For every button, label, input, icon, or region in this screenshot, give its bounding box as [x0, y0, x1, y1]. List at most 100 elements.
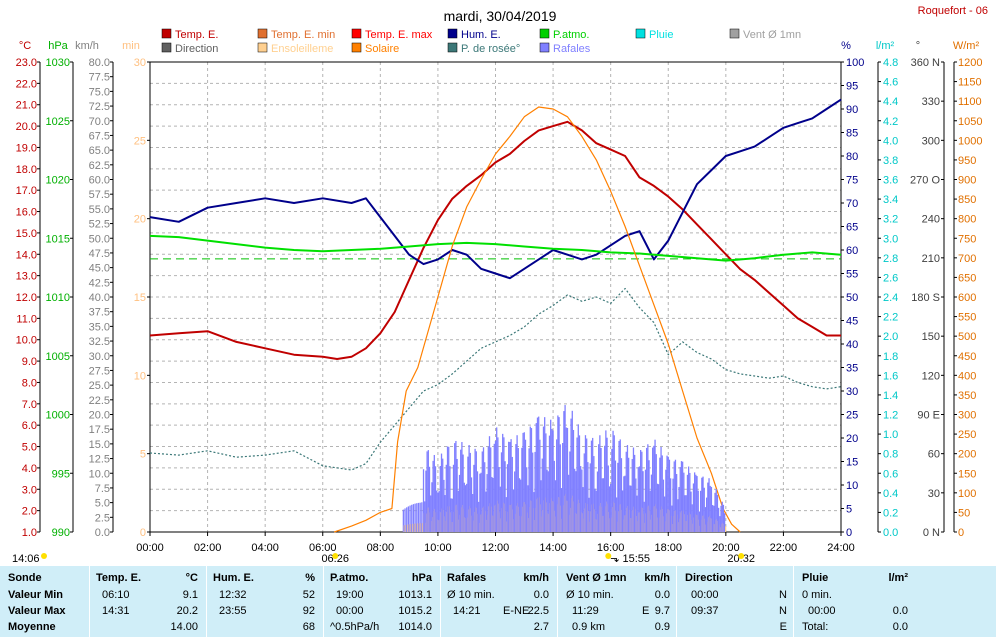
press-min-time: 19:00 — [336, 589, 364, 601]
series-temp-e — [149, 120, 841, 360]
press-max-time: 00:00 — [336, 605, 364, 617]
tick-label-press: 1010 — [46, 292, 70, 304]
tick-label-hum: 95 — [846, 81, 858, 93]
tick-label-hum: 40 — [846, 339, 858, 351]
temp-max-time: 14:31 — [102, 605, 130, 617]
tick-label-rain: 1.4 — [883, 390, 898, 402]
legend-label: Temp. E. — [175, 29, 218, 41]
series-p-atmo — [149, 234, 842, 262]
tick-label-minutes: 15 — [134, 292, 146, 304]
tick-label-wind: 52.5 — [89, 219, 110, 231]
tick-label-rain: 1.2 — [883, 410, 898, 422]
tick-label-press: 1030 — [46, 57, 70, 69]
tick-label-wind: 30.0 — [89, 351, 110, 363]
axis-unit-press: hPa — [48, 40, 68, 52]
tick-label-rain: 0.0 — [883, 527, 898, 539]
stats-table: Sonde Valeur Min Valeur Max Moyenne Temp… — [0, 566, 996, 637]
tick-label-solar: 450 — [958, 351, 976, 363]
tick-label-wind: 77.5 — [89, 72, 110, 84]
tick-label-wind: 75.0 — [89, 86, 110, 98]
temp-min-time: 06:10 — [102, 589, 130, 601]
tick-label-wind: 65.0 — [89, 145, 110, 157]
legend-swatch — [635, 28, 646, 39]
hdr-wind: Vent Ø 1mn — [566, 572, 627, 584]
x-tick-label: 20:00 — [712, 542, 740, 554]
wind-run: 0.9 km — [572, 621, 606, 633]
press-min: 1013.1 — [398, 589, 432, 601]
tick-label-wind: 22.5 — [89, 395, 110, 407]
tick-label-rain: 3.4 — [883, 194, 898, 206]
legend-label: Hum. E. — [461, 29, 501, 41]
tick-label-temp: 22.0 — [16, 78, 37, 90]
event-moonrise-marker — [41, 553, 47, 559]
hdr-hum-unit: % — [305, 572, 315, 584]
tick-label-rain: 3.0 — [883, 233, 898, 245]
tick-label-press: 995 — [52, 468, 70, 480]
tick-label-temp: 14.0 — [16, 249, 37, 261]
tick-label-wind: 62.5 — [89, 160, 110, 172]
tick-label-wind: 17.5 — [89, 424, 110, 436]
tick-label-dir: 150 — [922, 331, 940, 343]
tick-label-hum: 0 — [846, 527, 852, 539]
hdr-rain-unit: l/m² — [888, 572, 908, 584]
tick-label-wind: 47.5 — [89, 248, 110, 260]
legend-label: P. de rosée° — [461, 43, 520, 55]
tick-label-hum: 55 — [846, 269, 858, 281]
x-tick-label: 02:00 — [194, 542, 222, 554]
x-tick-label: 00:00 — [136, 542, 164, 554]
legend-label: Temp. E. min — [271, 29, 335, 41]
tick-label-temp: 7.0 — [22, 399, 37, 411]
tick-label-wind: 57.5 — [89, 189, 110, 201]
legend-swatch — [447, 42, 458, 53]
tick-label-hum: 45 — [846, 316, 858, 328]
tick-label-temp: 1.0 — [22, 527, 37, 539]
legend: Temp. E. Temp. E. min Temp. E. max Hum. E. P… — [161, 28, 801, 55]
tick-label-temp: 23.0 — [16, 57, 37, 69]
tick-label-hum: 90 — [846, 104, 858, 116]
tick-label-hum: 65 — [846, 222, 858, 234]
x-tick-label: 24:00 — [827, 542, 855, 554]
tick-label-hum: 15 — [846, 457, 858, 469]
tick-label-dir: 270 O — [910, 175, 940, 187]
tick-label-dir: 180 S — [911, 292, 940, 304]
hdr-wind-unit: km/h — [644, 572, 670, 584]
tick-label-rain: 2.4 — [883, 292, 898, 304]
station-name: Roquefort - 06 — [918, 5, 988, 17]
hdr-press: P.atmo. — [330, 572, 369, 584]
tick-label-temp: 8.0 — [22, 377, 37, 389]
tick-label-hum: 85 — [846, 128, 858, 140]
plot-area — [149, 98, 842, 533]
col-sonde: Sonde Valeur Min Valeur Max Moyenne — [0, 566, 88, 637]
tick-label-press: 1000 — [46, 410, 70, 422]
tick-label-wind: 25.0 — [89, 380, 110, 392]
x-tick-label: 10:00 — [424, 542, 452, 554]
gust-max: 22.5 — [527, 605, 549, 617]
hum-avg: 68 — [302, 621, 315, 633]
tick-label-solar: 0 — [958, 527, 964, 539]
tick-label-solar: 600 — [958, 292, 976, 304]
axis-units: °C hPa km/h min% l/m² ° W/m² — [19, 40, 980, 52]
legend-swatch — [351, 28, 362, 39]
tick-label-dir: 120 — [922, 370, 940, 382]
x-tick-label: 08:00 — [367, 542, 395, 554]
tick-label-wind: 40.0 — [89, 292, 110, 304]
axis-unit-wind: km/h — [75, 40, 99, 52]
tick-label-solar: 150 — [958, 468, 976, 480]
hum-min: 52 — [302, 589, 315, 601]
tick-label-temp: 15.0 — [16, 228, 37, 240]
tick-label-solar: 850 — [958, 194, 976, 206]
dir-min-time: 00:00 — [691, 589, 719, 601]
tick-label-wind: 67.5 — [89, 130, 110, 142]
gust-max-time: 14:21 — [453, 605, 481, 617]
gust-min: 0.0 — [533, 589, 549, 601]
tick-label-temp: 20.0 — [16, 121, 37, 133]
hdr-rain: Pluie — [802, 572, 829, 584]
series-p-de-ros-e — [149, 287, 842, 471]
tick-label-rain: 2.6 — [883, 272, 898, 284]
axis-unit-hum: % — [841, 40, 851, 52]
col-dir: Direction 00:00 N 09:37 N E — [676, 566, 793, 637]
tick-label-hum: 30 — [846, 386, 858, 398]
tick-label-minutes: 10 — [134, 370, 146, 382]
hdr-temp: Temp. E. — [96, 572, 142, 584]
